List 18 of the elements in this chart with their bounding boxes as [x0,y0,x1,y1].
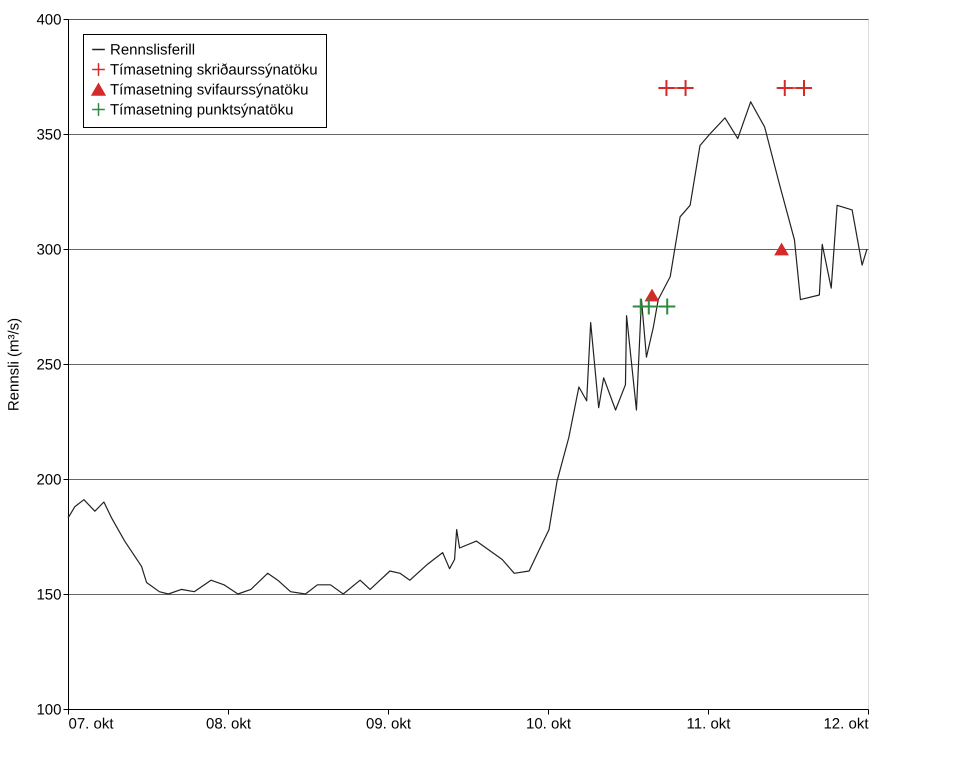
x-tick-label: 07. okt [68,716,114,732]
legend-label: Rennslisferill [110,42,196,58]
x-tick-label: 10. okt [526,716,572,732]
legend-label: Tímasetning punktsýnatöku [110,102,294,118]
x-tick-label: 12. okt [823,716,870,732]
y-tick-label: 150 [36,586,62,604]
legend-label: Tímasetning skriðaurssýnatöku [110,62,318,78]
y-axis-title: Rennsli (m³/s) [5,318,22,412]
x-tick-label: 08. okt [206,716,252,732]
y-tick-label: 200 [36,472,62,488]
y-tick-label: 100 [36,702,62,718]
x-tick-label: 11. okt [686,716,732,732]
y-tick-label: 400 [36,12,62,28]
y-tick-label: 350 [36,126,62,144]
y-tick-label: 300 [36,242,62,258]
y-tick-label: 250 [36,356,62,374]
x-tick-label: 09. okt [366,716,412,732]
legend-label: Tímasetning svifaurssýnatöku [110,82,308,98]
